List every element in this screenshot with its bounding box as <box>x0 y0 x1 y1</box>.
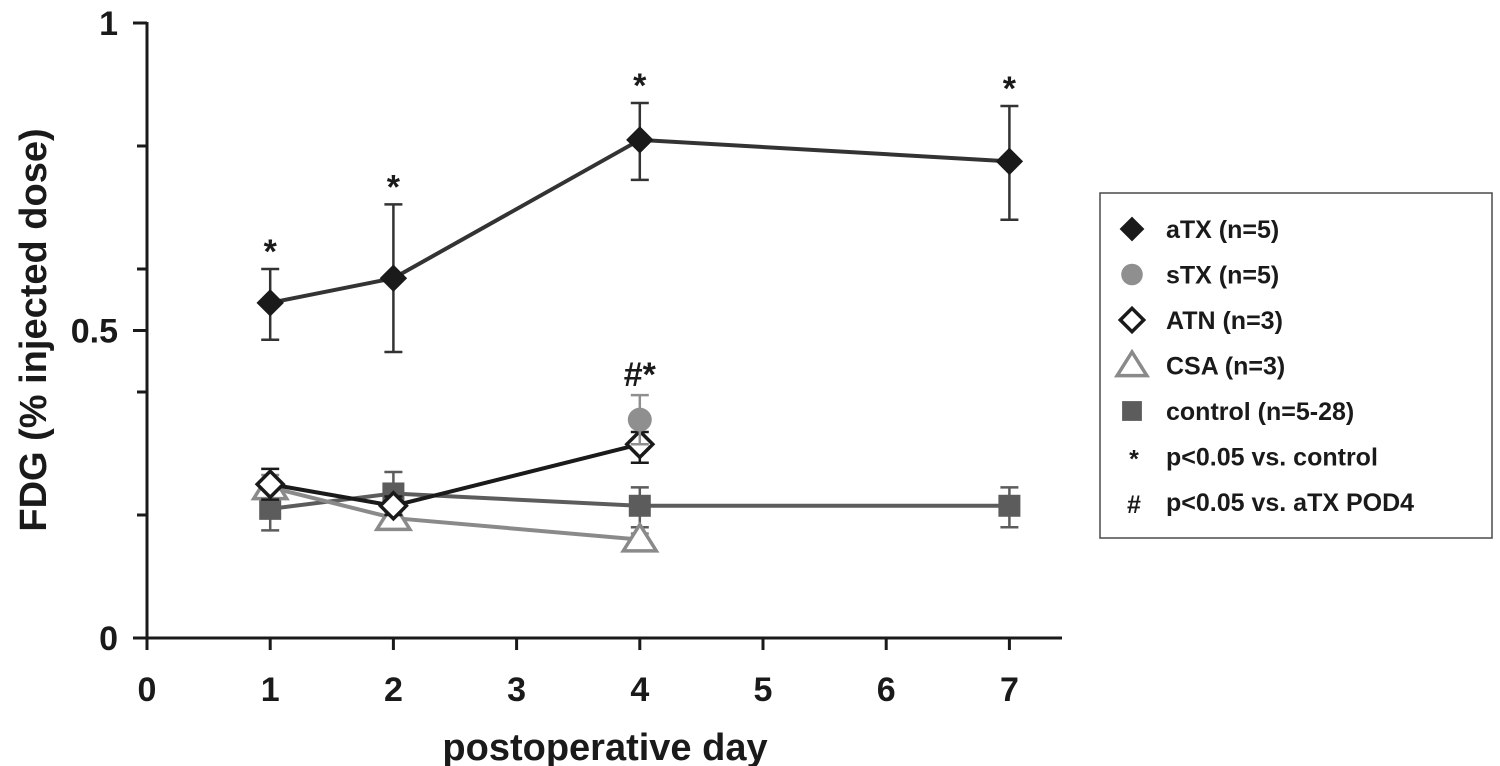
legend-symbol-triangle-open <box>1113 348 1151 378</box>
x-tick-label-0: 0 <box>138 671 157 709</box>
x-tick-label-3: 3 <box>507 671 526 709</box>
y-tick-label-1: 1 <box>99 5 118 43</box>
significance-marker: * <box>264 233 278 271</box>
data-point-atx-day1 <box>256 289 284 317</box>
data-point-control-day7 <box>998 494 1021 517</box>
legend-label: control (n=5-28) <box>1166 398 1354 426</box>
legend-symbol-diamond-open <box>1117 305 1147 335</box>
data-point-stx-day4 <box>627 407 652 432</box>
legend-label: CSA (n=3) <box>1166 353 1285 381</box>
data-point-control-day1 <box>259 497 282 520</box>
legend-label: ATN (n=3) <box>1166 307 1283 335</box>
data-point-atn-day2 <box>377 490 409 522</box>
x-tick-label-1: 1 <box>261 671 280 709</box>
significance-marker: #* <box>624 356 657 394</box>
x-tick-label-2: 2 <box>384 671 403 709</box>
significance-marker: * <box>387 168 401 206</box>
series-line-atx <box>269 137 1010 305</box>
data-point-atx-day7 <box>995 147 1024 176</box>
x-tick-label-4: 4 <box>630 671 649 709</box>
legend-label: p<0.05 vs. aTX POD4 <box>1166 489 1414 517</box>
data-point-atn-day1 <box>254 468 286 500</box>
legend-symbol-diamond <box>1119 216 1145 242</box>
significance-marker: * <box>633 67 647 105</box>
legend-symbol-square <box>1122 401 1142 421</box>
legend-box <box>1099 192 1493 539</box>
data-point-atx-day2 <box>379 264 408 292</box>
legend-label: aTX (n=5) <box>1166 216 1279 244</box>
data-point-atx-day4 <box>626 126 654 154</box>
x-tick-label-6: 6 <box>877 671 896 709</box>
data-point-control-day4 <box>628 494 651 517</box>
x-axis-title: postoperative day <box>442 727 767 766</box>
legend-symbol-hash: # <box>1127 491 1141 519</box>
legend-symbol-asterisk: * <box>1129 446 1139 474</box>
significance-marker: * <box>1003 70 1017 108</box>
y-axis-title: FDG (% injected dose) <box>13 128 55 531</box>
legend-label: p<0.05 vs. control <box>1166 444 1378 472</box>
x-tick-label-5: 5 <box>754 671 773 709</box>
legend-label: sTX (n=5) <box>1166 262 1279 290</box>
legend-symbol-circle <box>1121 263 1143 286</box>
data-point-csa-day4 <box>620 521 660 553</box>
y-tick-label-0.5: 0.5 <box>71 313 118 351</box>
y-tick-label-0: 0 <box>99 620 118 658</box>
x-tick-label-7: 7 <box>1000 671 1019 709</box>
